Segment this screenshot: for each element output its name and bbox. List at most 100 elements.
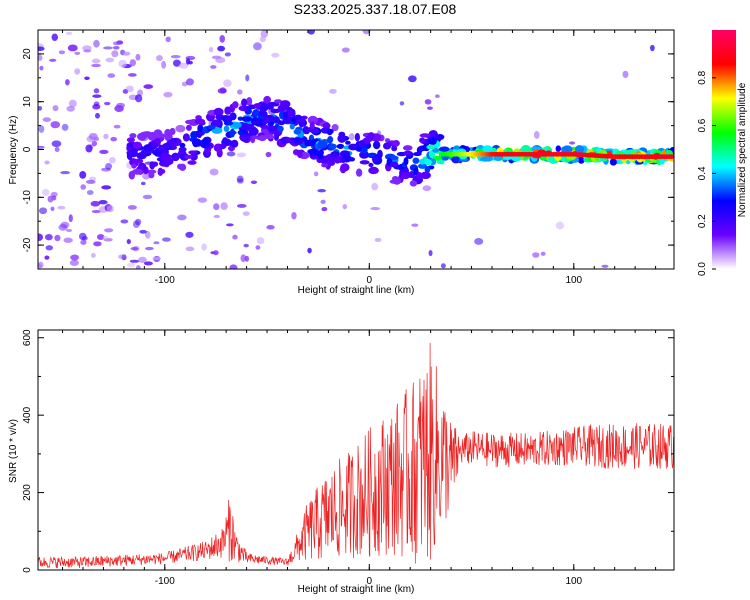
- heatmap-cell: [341, 47, 350, 53]
- heatmap-cell: [70, 254, 79, 261]
- heatmap-cell: [135, 53, 141, 61]
- heatmap-cell: [255, 245, 261, 250]
- heatmap-cell: [435, 134, 445, 141]
- heatmap-cell: [38, 46, 45, 52]
- heatmap-cell: [89, 176, 97, 181]
- heatmap-cell: [348, 143, 359, 151]
- heatmap-cell: [370, 207, 381, 211]
- heatmap-cell: [66, 228, 73, 232]
- heatmap-cell: [239, 134, 250, 140]
- heatmap-cell: [317, 140, 328, 149]
- heatmap-cell: [211, 119, 221, 127]
- heatmap-cell: [38, 106, 43, 111]
- heatmap-cell: [224, 52, 231, 57]
- heatmap-cell: [103, 101, 111, 106]
- heatmap-cell: [66, 105, 75, 112]
- heatmap-cell: [159, 152, 171, 162]
- heatmap-cell: [340, 163, 350, 172]
- heatmap-cell: [52, 105, 59, 112]
- heatmap-cell: [482, 145, 493, 154]
- heatmap-cell: [220, 142, 227, 150]
- heatmap-cell: [141, 181, 146, 186]
- heatmap-cell: [268, 120, 275, 127]
- heatmap-cell: [309, 121, 315, 130]
- heatmap-cell: [194, 118, 206, 125]
- heatmap-cell: [263, 134, 275, 140]
- heatmap-cell: [317, 188, 327, 193]
- heatmap-cell: [285, 137, 292, 143]
- y-tick-label: 600: [22, 329, 33, 346]
- heatmap-cell: [223, 120, 234, 126]
- heatmap-cell: [135, 94, 143, 103]
- heatmap-cell: [345, 140, 351, 145]
- heatmap-cell: [521, 144, 531, 154]
- colorbar-tick-label: 0.2: [697, 214, 708, 228]
- heatmap-cell: [213, 250, 219, 256]
- heatmap-cell: [81, 236, 88, 241]
- heatmap-cell: [185, 78, 194, 86]
- heatmap-cell: [242, 211, 250, 216]
- heatmap-cell: [306, 139, 313, 144]
- heatmap-cell: [402, 145, 413, 151]
- heatmap-cell: [354, 132, 360, 142]
- heatmap-cell: [104, 228, 114, 233]
- heatmap-cell: [246, 96, 253, 106]
- heatmap-cell: [555, 221, 565, 230]
- colorbar-tick-label: 0.8: [697, 70, 708, 84]
- heatmap-cell: [236, 178, 244, 184]
- heatmap-cell: [74, 51, 81, 56]
- y-tick-label: 200: [22, 484, 33, 501]
- heatmap-cell: [112, 45, 120, 50]
- heatmap-cell: [187, 160, 197, 165]
- heatmap-cell: [260, 30, 269, 38]
- heatmap-cell: [178, 146, 187, 152]
- heatmap-cell: [601, 264, 609, 268]
- heatmap-cell: [372, 140, 381, 150]
- heatmap-cell: [85, 144, 93, 153]
- heatmap-cell: [408, 173, 415, 179]
- heatmap-cell: [105, 162, 113, 170]
- heatmap-cell: [86, 190, 94, 195]
- heatmap-cell: [400, 171, 411, 180]
- heatmap-cell: [79, 171, 87, 179]
- heatmap-cell: [163, 91, 173, 98]
- heatmap-cell: [129, 149, 138, 158]
- heatmap-cell: [532, 252, 540, 258]
- heatmap-cell: [126, 137, 135, 143]
- heatmap-cell: [162, 237, 171, 242]
- heatmap-cell: [178, 62, 189, 69]
- heatmap-cell: [416, 146, 423, 154]
- heatmap-cell: [329, 88, 337, 94]
- heatmap-cell: [427, 106, 433, 110]
- heatmap-cell: [42, 188, 50, 196]
- heatmap-cell: [251, 134, 258, 140]
- heatmap-cell: [422, 185, 432, 192]
- heatmap-cell: [172, 59, 181, 67]
- heatmap-cell: [92, 94, 102, 98]
- heatmap-cell: [136, 152, 147, 160]
- heatmap-cell: [165, 36, 171, 43]
- heatmap-cell: [44, 233, 53, 241]
- heatmap-cell: [65, 79, 70, 86]
- heatmap-cell: [483, 155, 493, 162]
- heatmap-cell: [82, 45, 92, 52]
- heatmap-cell: [161, 60, 167, 69]
- heatmap-cell: [408, 75, 417, 83]
- heatmap-cell: [220, 115, 232, 122]
- heatmap-cell: [317, 152, 324, 160]
- heatmap-cell: [348, 157, 356, 162]
- heatmap-cell: [252, 109, 260, 117]
- snr-ylabel: SNR (10 * v/v): [8, 419, 19, 483]
- heatmap-cell: [409, 180, 418, 187]
- heatmap-cell: [417, 163, 427, 169]
- heatmap-cell: [211, 55, 222, 60]
- heatmap-cell: [67, 44, 78, 52]
- heatmap-cell: [331, 123, 339, 132]
- heatmap-cell: [91, 140, 98, 147]
- heatmap-cell: [259, 106, 266, 113]
- heatmap-cell: [308, 148, 318, 157]
- heatmap-cell: [217, 88, 227, 94]
- colorbar-tick-label: 0.6: [697, 118, 708, 132]
- heatmap-cell: [493, 155, 503, 162]
